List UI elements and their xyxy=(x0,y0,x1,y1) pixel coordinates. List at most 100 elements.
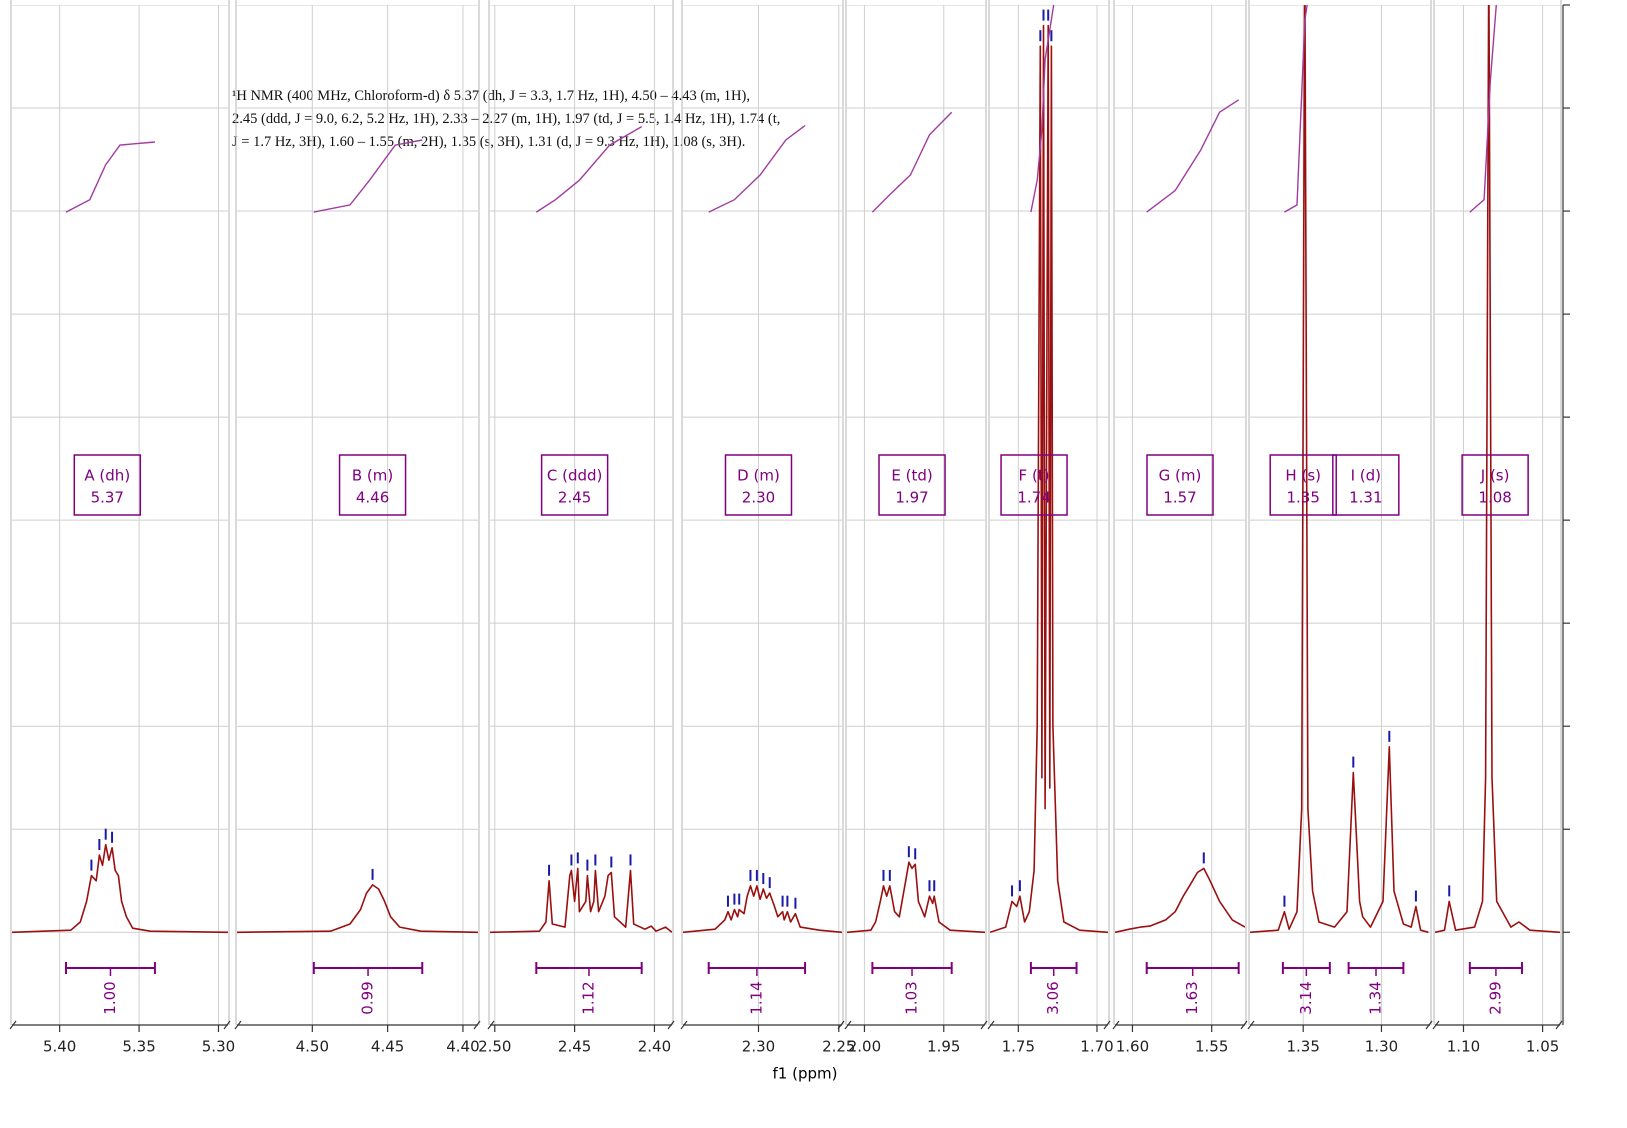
multiplet-shift: 4.46 xyxy=(356,489,389,507)
integral-curve xyxy=(1030,5,1055,213)
integral-curve xyxy=(535,125,643,213)
integration-label: 0.99 xyxy=(359,981,377,1014)
panel xyxy=(683,5,842,1025)
multiplet-box xyxy=(1000,454,1068,516)
multiplet-box xyxy=(1269,454,1337,516)
spectrum-line xyxy=(237,884,478,934)
axis-break xyxy=(1112,1020,1120,1030)
spectrum-line xyxy=(1115,867,1245,934)
spectrum-line xyxy=(490,867,672,934)
multiplet-label: E (td) xyxy=(891,467,932,485)
integral-curve xyxy=(313,139,423,213)
x-tick-label: 1.55 xyxy=(1195,1038,1228,1056)
axis-break xyxy=(1103,1020,1111,1030)
x-tick-label: 4.40 xyxy=(446,1038,479,1056)
spectrum-line xyxy=(683,885,842,934)
integration-label: 3.14 xyxy=(1297,981,1315,1014)
axis-break xyxy=(223,1020,231,1030)
integration-label: 1.03 xyxy=(903,981,921,1014)
multiplet-label: H (s) xyxy=(1285,467,1321,485)
panel xyxy=(237,5,478,1025)
x-tick-label: 1.35 xyxy=(1287,1038,1320,1056)
axis-break xyxy=(9,1020,17,1030)
integration-label: 1.34 xyxy=(1367,981,1385,1014)
x-tick-label: 2.40 xyxy=(638,1038,671,1056)
title-line: ¹H NMR (400 MHz, Chloroform-d) δ 5.37 (d… xyxy=(232,88,750,104)
axis-break xyxy=(844,1020,852,1030)
axis-break xyxy=(1432,1020,1440,1030)
integration-label: 1.12 xyxy=(579,981,597,1014)
multiplet-label: C (ddd) xyxy=(547,467,603,485)
integration-label: 1.00 xyxy=(101,981,119,1014)
multiplet-box xyxy=(1146,454,1214,516)
multiplet-shift: 2.30 xyxy=(742,489,775,507)
multiplet-label: G (m) xyxy=(1159,467,1202,485)
x-tick-label: 1.60 xyxy=(1116,1038,1149,1056)
x-tick-label: 1.30 xyxy=(1365,1038,1398,1056)
spectrum-line xyxy=(12,843,228,934)
multiplet-box xyxy=(540,454,609,516)
multiplet-box xyxy=(1461,454,1529,516)
multiplet-shift: 1.74 xyxy=(1017,489,1050,507)
integration-label: 3.06 xyxy=(1044,981,1062,1014)
multiplet-shift: 5.37 xyxy=(91,489,124,507)
x-tick-label: 1.95 xyxy=(927,1038,960,1056)
x-tick-label: 5.35 xyxy=(122,1038,155,1056)
multiplet-shift: 1.08 xyxy=(1478,489,1511,507)
x-tick-label: 4.50 xyxy=(296,1038,329,1056)
axis-break xyxy=(980,1020,988,1030)
multiplet-label: D (m) xyxy=(737,467,780,485)
multiplet-box xyxy=(878,454,946,516)
x-tick-label: 1.70 xyxy=(1080,1038,1113,1056)
axis-break xyxy=(667,1020,675,1030)
axis-break xyxy=(487,1020,495,1030)
x-tick-label: 2.25 xyxy=(822,1038,855,1056)
axis-break xyxy=(680,1020,688,1030)
x-tick-label: 4.45 xyxy=(371,1038,404,1056)
x-tick-label: 5.40 xyxy=(43,1038,76,1056)
axis-break xyxy=(234,1020,242,1030)
x-tick-label: 1.10 xyxy=(1447,1038,1480,1056)
axis-break xyxy=(1247,1020,1255,1030)
x-tick-label: 5.30 xyxy=(202,1038,235,1056)
integral-curve xyxy=(1284,5,1308,213)
x-tick-label: 1.05 xyxy=(1526,1038,1559,1056)
integral-curve xyxy=(1146,99,1240,213)
x-tick-label: 2.45 xyxy=(558,1038,591,1056)
multiplet-box xyxy=(73,454,142,516)
integration-label: 2.99 xyxy=(1486,981,1504,1014)
multiplet-shift: 1.35 xyxy=(1287,489,1320,507)
multiplet-label: J (s) xyxy=(1480,467,1510,485)
integral-curve xyxy=(708,124,806,213)
axis-break xyxy=(473,1020,481,1030)
title-line: 2.45 (ddd, J = 9.0, 6.2, 5.2 Hz, 1H), 2.… xyxy=(232,111,780,127)
integral-curve xyxy=(65,141,155,213)
x-tick-label: 2.50 xyxy=(478,1038,511,1056)
integration-label: 1.14 xyxy=(747,981,765,1014)
multiplet-shift: 2.45 xyxy=(558,489,591,507)
axis-break xyxy=(987,1020,995,1030)
multiplet-label: I (d) xyxy=(1351,467,1381,485)
multiplet-box xyxy=(338,454,407,516)
multiplet-box xyxy=(724,454,793,516)
integral-curve xyxy=(1469,5,1497,213)
multiplet-label: A (dh) xyxy=(84,467,130,485)
multiplet-label: F (t) xyxy=(1019,467,1050,485)
multiplet-label: B (m) xyxy=(352,467,393,485)
multiplet-shift: 1.31 xyxy=(1349,489,1382,507)
axis-break xyxy=(1555,1020,1563,1030)
axis-break xyxy=(1425,1020,1433,1030)
panel xyxy=(990,5,1108,1025)
x-tick-label: 2.00 xyxy=(848,1038,881,1056)
multiplet-box xyxy=(1332,454,1400,516)
integral-curve xyxy=(871,111,953,213)
integration-label: 1.63 xyxy=(1183,981,1201,1014)
spectrum-line xyxy=(1250,5,1429,934)
spectrum-line xyxy=(847,861,985,934)
spectrum-line xyxy=(990,24,1108,934)
multiplet-shift: 1.57 xyxy=(1163,489,1196,507)
x-tick-label: 2.30 xyxy=(742,1038,775,1056)
x-tick-label: 1.75 xyxy=(1002,1038,1035,1056)
